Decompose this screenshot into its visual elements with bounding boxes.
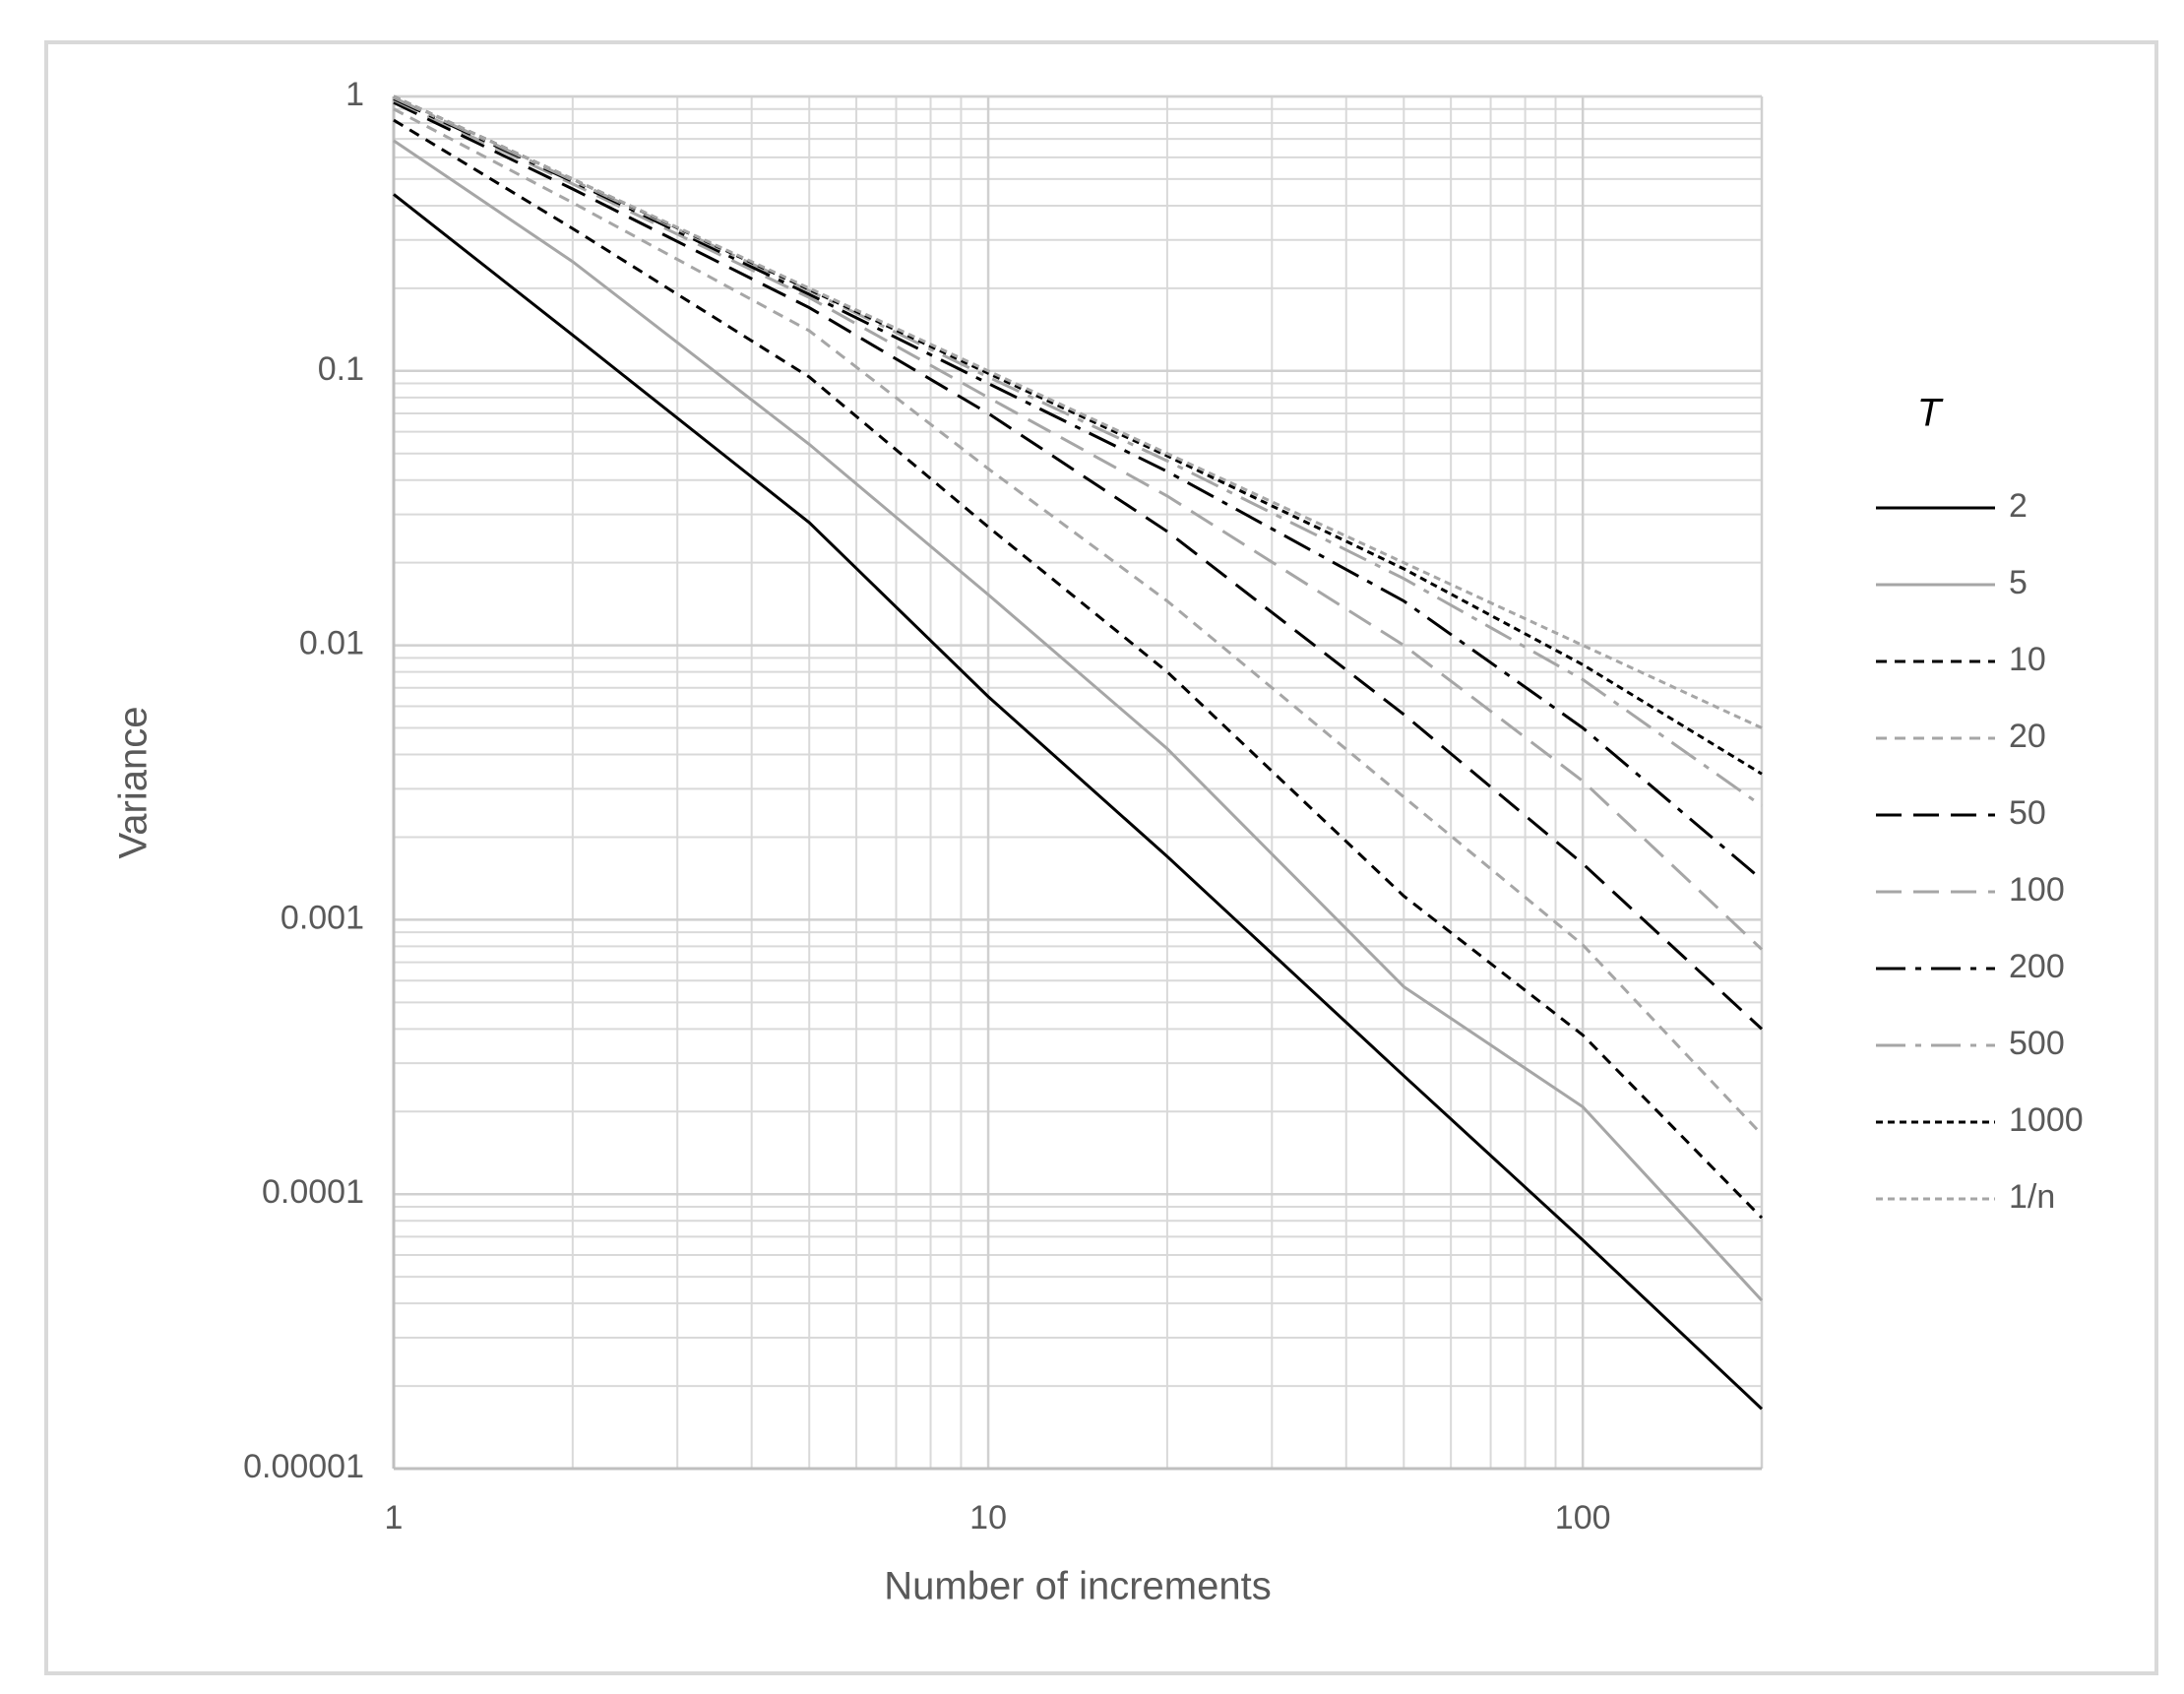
x-tick-label: 100 xyxy=(1555,1499,1611,1537)
legend-label: 200 xyxy=(2009,948,2065,985)
y-tick-label: 0.00001 xyxy=(243,1448,364,1485)
legend-label: 10 xyxy=(2009,641,2046,678)
legend-label: 5 xyxy=(2009,564,2028,601)
x-tick-label: 1 xyxy=(385,1499,404,1537)
y-tick-label: 0.001 xyxy=(281,899,364,936)
y-tick-label: 0.0001 xyxy=(262,1173,364,1211)
series-line xyxy=(393,139,1764,1302)
grid xyxy=(392,94,1764,1471)
legend-label: 1000 xyxy=(2009,1101,2084,1139)
plot-lines xyxy=(393,94,1764,1411)
x-axis-title: Number of increments xyxy=(884,1565,1271,1608)
series-line xyxy=(393,193,1764,1411)
legend-label: 1/n xyxy=(2009,1178,2055,1216)
legend-label: 2 xyxy=(2009,487,2028,525)
legend-label: 50 xyxy=(2009,794,2046,832)
series-line xyxy=(393,98,1764,951)
series-line xyxy=(393,94,1763,729)
y-axis-title: Variance xyxy=(112,707,156,859)
y-tick-label: 1 xyxy=(345,76,364,113)
y-tick-label: 0.1 xyxy=(318,350,364,388)
x-tick-label: 10 xyxy=(969,1499,1007,1537)
legend-label: 20 xyxy=(2009,718,2046,755)
legend-label: 100 xyxy=(2009,871,2065,909)
y-tick-label: 0.01 xyxy=(299,625,364,662)
chart-border xyxy=(44,40,2158,1675)
series-line xyxy=(393,118,1764,1220)
series-line xyxy=(393,100,1764,1031)
legend-title: T xyxy=(1917,392,1944,435)
series-line xyxy=(393,107,1764,1136)
legend-label: 500 xyxy=(2009,1025,2065,1062)
